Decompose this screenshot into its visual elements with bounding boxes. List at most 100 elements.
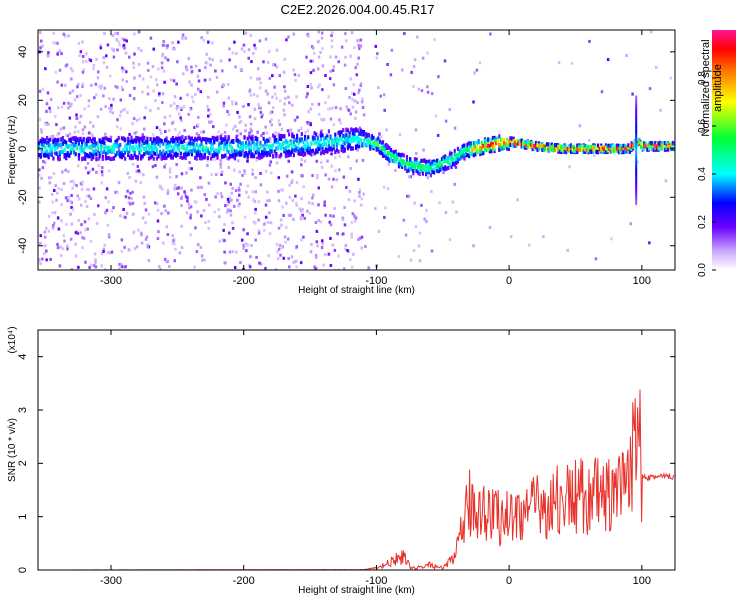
heatmap-cell [437,166,440,171]
heatmap-cell [228,47,231,51]
heatmap-cell [655,147,659,152]
heatmap-cell [154,144,157,149]
heatmap-cell [397,159,401,164]
heatmap-cell [272,106,275,110]
heatmap-cell [262,132,265,136]
heatmap-cell [239,120,243,124]
heatmap-cell [76,82,80,86]
heatmap-cell [69,66,73,70]
heatmap-cell [436,133,440,137]
heatmap-cell [76,137,79,142]
heatmap-cell [42,140,45,145]
heatmap-cell [149,108,152,112]
heatmap-cell [267,144,270,149]
heatmap-cell [222,101,226,105]
heatmap-cell [278,123,282,127]
heatmap-cell [68,91,72,95]
heatmap-cell [155,175,159,179]
heatmap-cell [141,144,144,149]
heatmap-cell [601,148,604,153]
heatmap-cell [112,156,116,161]
heatmap-cell [474,152,477,157]
heatmap-cell [87,136,90,141]
heatmap-cell [144,145,147,150]
heatmap-cell [232,168,236,172]
heatmap-cell [183,190,186,194]
heatmap-cell [163,43,166,47]
heatmap-cell [131,212,135,216]
heatmap-cell [354,216,358,220]
heatmap-cell [133,131,137,135]
heatmap-cell [244,31,248,35]
heatmap-cell [75,113,78,117]
heatmap-cell [118,262,121,266]
heatmap-cell [291,179,294,183]
heatmap-cell [453,152,456,157]
x-tick-label: -200 [233,575,255,587]
heatmap-cell [475,143,479,148]
heatmap-cell [219,159,223,163]
heatmap-cell [45,109,48,113]
heatmap-cell [216,137,219,142]
heatmap-cell [298,207,301,211]
heatmap-cell [340,232,344,236]
heatmap-cell [600,147,603,152]
heatmap-cell [56,246,60,250]
heatmap-cell [234,65,237,69]
heatmap-cell [337,141,340,146]
heatmap-cell [61,170,64,174]
heatmap-cell [295,146,299,151]
heatmap-cell [423,158,426,163]
heatmap-cell [604,145,608,150]
heatmap-cell [654,65,658,69]
heatmap-cell [184,65,188,69]
heatmap-cell [341,217,345,221]
heatmap-cell [334,149,337,154]
heatmap-cell [137,169,141,173]
heatmap-cell [330,45,334,49]
heatmap-cell [249,34,253,38]
heatmap-cell [194,200,198,204]
heatmap-cell [89,121,92,125]
heatmap-cell [560,147,563,152]
heatmap-cell [87,217,91,221]
heatmap-cell [220,133,223,137]
heatmap-cell [103,145,106,150]
heatmap-cell [442,155,445,160]
heatmap-cell [638,140,641,145]
heatmap-cell [139,154,143,159]
heatmap-cell [447,160,450,165]
heatmap-cell [91,142,95,146]
heatmap-cell [359,81,363,85]
heatmap-cell [350,146,353,151]
heatmap-cell [245,140,248,145]
heatmap-cell [88,136,92,141]
heatmap-cell [453,162,456,167]
heatmap-cell [445,158,448,163]
heatmap-cell [88,154,92,159]
heatmap-cell [207,108,210,112]
heatmap-cell [212,125,215,129]
heatmap-cell [135,119,139,123]
heatmap-cell [557,149,560,154]
heatmap-cell [76,85,79,89]
heatmap-cell [369,137,372,142]
heatmap-cell [44,152,47,157]
heatmap-cell [254,190,258,194]
heatmap-cell [288,195,292,199]
heatmap-cell [69,199,72,203]
x-tick-label: 100 [633,275,651,287]
heatmap-cell [404,162,407,167]
heatmap-cell [289,213,292,217]
heatmap-cell [614,144,617,149]
heatmap-cell [257,103,260,107]
heatmap-cell [155,136,159,141]
heatmap-cell [95,93,98,97]
heatmap-cell [264,37,268,41]
heatmap-cell [231,221,234,225]
heatmap-cell [635,160,638,164]
heatmap-cell [62,234,66,238]
heatmap-cell [120,155,124,160]
heatmap-cell [267,101,271,105]
heatmap-cell [420,168,423,173]
